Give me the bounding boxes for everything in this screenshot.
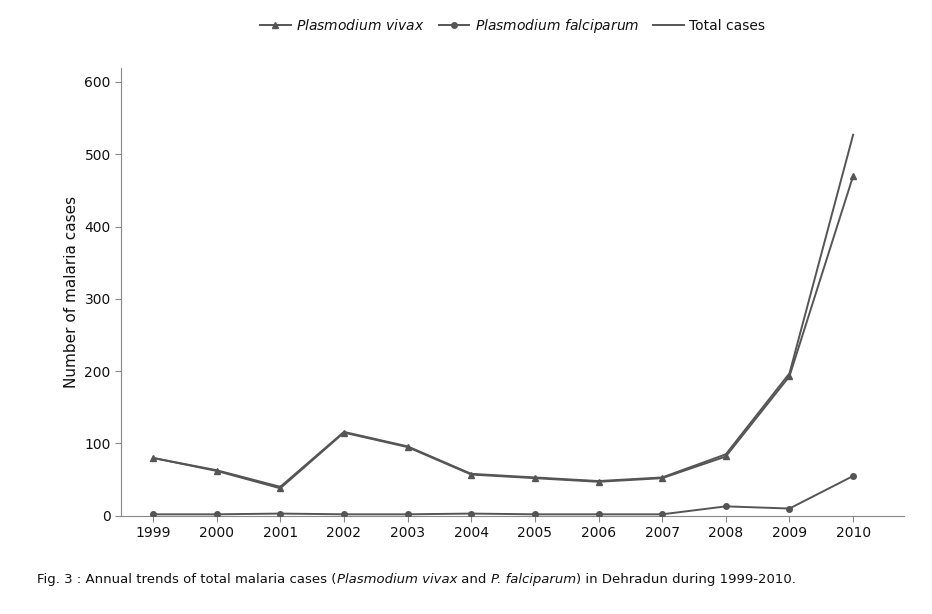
Y-axis label: Number of malaria cases: Number of malaria cases [63, 196, 79, 387]
Text: Plasmodium vivax: Plasmodium vivax [336, 573, 458, 586]
Text: Fig. 3 : Annual trends of total malaria cases (: Fig. 3 : Annual trends of total malaria … [37, 573, 336, 586]
Text: and: and [458, 573, 491, 586]
Legend: $\it{Plasmodium\ vivax}$, $\it{Plasmodium\ falciparum}$, Total cases: $\it{Plasmodium\ vivax}$, $\it{Plasmodiu… [254, 12, 771, 41]
Text: ) in Dehradun during 1999-2010.: ) in Dehradun during 1999-2010. [576, 573, 796, 586]
Text: P. falciparum: P. falciparum [491, 573, 576, 586]
